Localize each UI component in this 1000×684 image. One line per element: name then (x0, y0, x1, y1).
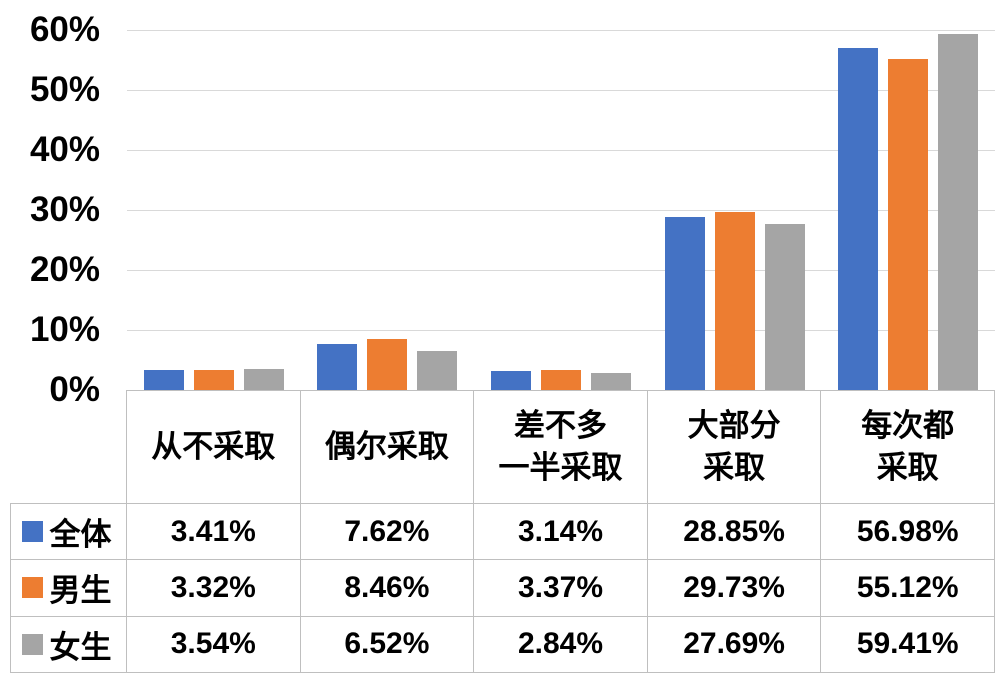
y-tick-label-40: 40% (29, 130, 100, 169)
table-header-c2: 差不多 一半采取 (474, 390, 648, 504)
bar-s0-c0 (143, 369, 184, 390)
table-value-s2-c1: 6.52% (300, 616, 475, 673)
table-value-s2-c4: 59.41% (821, 616, 995, 673)
table-corner-cell (10, 390, 127, 504)
table-header-c1: 偶尔采取 (300, 390, 475, 504)
bar-s2-c4 (938, 33, 979, 390)
bar-s2-c2 (590, 372, 631, 390)
table-value-s2-c2: 2.84% (474, 616, 648, 673)
bar-group-c0 (127, 30, 301, 390)
legend-swatch-s2 (21, 633, 43, 655)
gridline-10 (127, 330, 995, 331)
legend-label-s1: 男生 (49, 573, 112, 609)
data-table: 从不采取 偶尔采取 差不多 一半采取 大部分 采取 每次都 采取全体 3.41% 7.62%… (10, 390, 995, 673)
bar-s1-c3 (714, 211, 755, 390)
table-value-s0-c2: 3.14% (474, 504, 648, 561)
gridline-20 (127, 270, 995, 271)
table-value-s1-c2: 3.37% (474, 560, 648, 617)
bar-s1-c4 (888, 59, 929, 390)
bar-s0-c3 (664, 216, 705, 390)
legend-row-s0: 全体 (10, 504, 127, 561)
bar-s0-c4 (838, 48, 879, 390)
y-tick-label-20: 20% (29, 250, 100, 289)
table-value-s1-c1: 8.46% (300, 560, 475, 617)
legend-row-s2: 女生 (10, 616, 127, 673)
y-tick-label-30: 30% (29, 190, 100, 229)
table-value-s1-c4: 55.12% (821, 560, 995, 617)
bar-s0-c1 (317, 344, 358, 390)
table-value-s1-c3: 29.73% (647, 560, 822, 617)
bar-s2-c0 (243, 368, 284, 390)
table-value-s0-c1: 7.62% (300, 504, 475, 561)
table-value-s2-c0: 3.54% (127, 616, 301, 673)
legend-swatch-s1 (21, 577, 43, 599)
table-value-s2-c3: 27.69% (647, 616, 822, 673)
table-value-s1-c0: 3.32% (127, 560, 301, 617)
plot-area (127, 30, 995, 390)
table-value-s0-c0: 3.41% (127, 504, 301, 561)
gridline-30 (127, 210, 995, 211)
bar-group-c4 (821, 30, 995, 390)
y-tick-label-50: 50% (29, 70, 100, 109)
legend-label-s0: 全体 (49, 517, 112, 553)
bar-group-c3 (648, 30, 822, 390)
table-value-s0-c3: 28.85% (647, 504, 822, 561)
bar-s1-c2 (540, 369, 581, 390)
bar-s2-c3 (764, 223, 805, 390)
bar-group-c1 (301, 30, 475, 390)
bar-s0-c2 (490, 371, 531, 390)
y-tick-label-0: 0% (49, 370, 100, 409)
gridline-60 (127, 30, 995, 31)
gridline-50 (127, 90, 995, 91)
legend-label-s2: 女生 (49, 629, 112, 665)
table-header-c0: 从不采取 (127, 390, 301, 504)
table-header-c3: 大部分 采取 (647, 390, 822, 504)
bar-s1-c1 (367, 339, 408, 390)
legend-swatch-s0 (21, 521, 43, 543)
table-header-c4: 每次都 采取 (821, 390, 995, 504)
gridline-40 (127, 150, 995, 151)
y-tick-label-60: 60% (29, 10, 100, 49)
bar-s1-c0 (193, 370, 234, 390)
table-value-s0-c4: 56.98% (821, 504, 995, 561)
bar-group-c2 (474, 30, 648, 390)
y-tick-label-10: 10% (29, 310, 100, 349)
bar-s2-c1 (417, 350, 458, 390)
legend-row-s1: 男生 (10, 560, 127, 617)
